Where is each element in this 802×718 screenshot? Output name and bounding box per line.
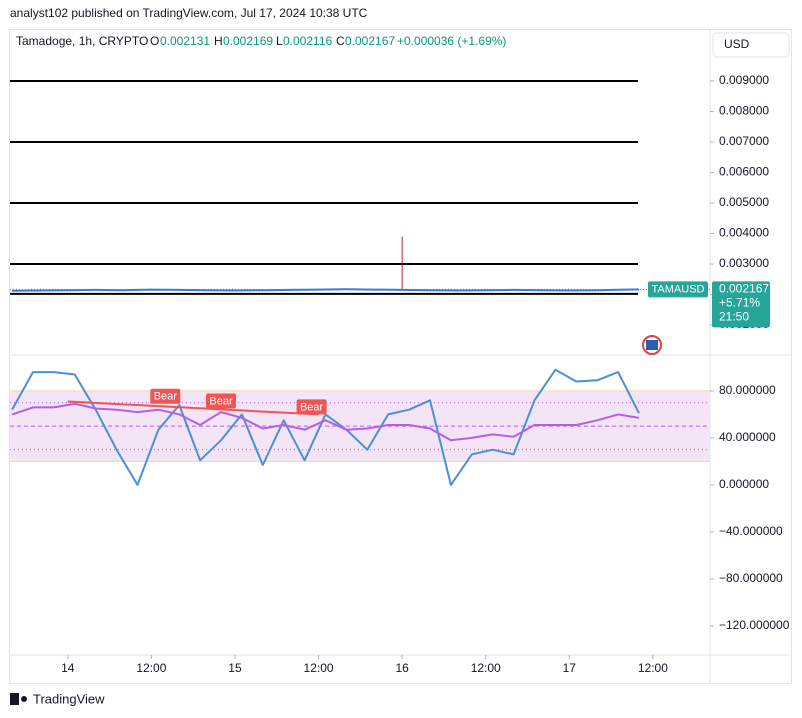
annotation-box [206, 393, 237, 409]
l-value: 0.002116 [283, 34, 332, 48]
symbol-tag-label: TAMAUSD [652, 283, 705, 295]
publisher: analyst102 published on TradingView.com,… [10, 6, 368, 20]
y-tick-label: 80.000000 [719, 383, 776, 397]
h-label: H [214, 34, 223, 48]
c-value: 0.002167 [345, 34, 395, 48]
trend-line [67, 400, 319, 416]
logo [10, 693, 27, 705]
annotation-box [150, 388, 181, 404]
x-tick-label: 12:00 [304, 661, 334, 675]
y-tick-label: −120.000000 [719, 618, 790, 632]
annotation-label: Bear [209, 395, 233, 407]
annotation-box [296, 399, 327, 415]
plot-area: 0.009000 0.008000 0.007000 0.006000 0.005000… [10, 73, 790, 675]
y-tick-label: 40.000000 [719, 430, 776, 444]
footer-brand: TradingView [33, 691, 105, 706]
annotation-label: Bear [300, 401, 324, 413]
y-tick-label: 0.006000 [719, 165, 769, 179]
y-tick-label: 0.003000 [719, 256, 769, 270]
h-value: 0.002169 [223, 34, 273, 48]
y-tick-label: 0.007000 [719, 134, 769, 148]
price-tag-countdown: 21:50 [719, 310, 749, 324]
price-tag-change: +5.71% [719, 296, 760, 310]
series-line [11, 368, 640, 486]
x-tick-label: 15 [228, 661, 242, 675]
x-tick-label: 12:00 [638, 661, 668, 675]
currency-button[interactable] [712, 32, 790, 58]
frame [9, 29, 792, 684]
x-tick-label: 14 [61, 661, 75, 675]
y-tick-label: 0.000000 [719, 477, 769, 491]
flag-body [646, 340, 658, 350]
y-tick-label: −80.000000 [719, 571, 783, 585]
y-tick-label: 0.004000 [719, 226, 769, 240]
x-tick-label: 17 [563, 661, 577, 675]
price-tag-value: 0.002167 [719, 282, 769, 296]
price-tag [712, 281, 770, 328]
y-tick-label: −40.000000 [719, 524, 783, 538]
annotation-label: Bear [154, 391, 178, 403]
l-label: L [276, 34, 283, 48]
series-line [11, 402, 640, 442]
y-tick-label: 0.005000 [719, 195, 769, 209]
y-tick-label: 0.009000 [719, 73, 769, 87]
change: +0.000036 (+1.69%) [397, 34, 506, 48]
x-tick-label: 12:00 [136, 661, 166, 675]
symbol: Tamadoge, 1h, CRYPTO [16, 34, 148, 48]
o-value: 0.002131 [160, 34, 210, 48]
c-label: C [336, 34, 345, 48]
x-tick-label: 12:00 [471, 661, 501, 675]
logo-mark [10, 693, 19, 705]
o-label: O [150, 34, 159, 48]
x-tick-label: 16 [395, 661, 409, 675]
currency[interactable]: USD [724, 37, 750, 51]
logo-dot [21, 696, 27, 702]
series-line [12, 288, 640, 292]
y-tick-label: 0.008000 [719, 104, 769, 118]
symbol-tag [648, 281, 708, 298]
